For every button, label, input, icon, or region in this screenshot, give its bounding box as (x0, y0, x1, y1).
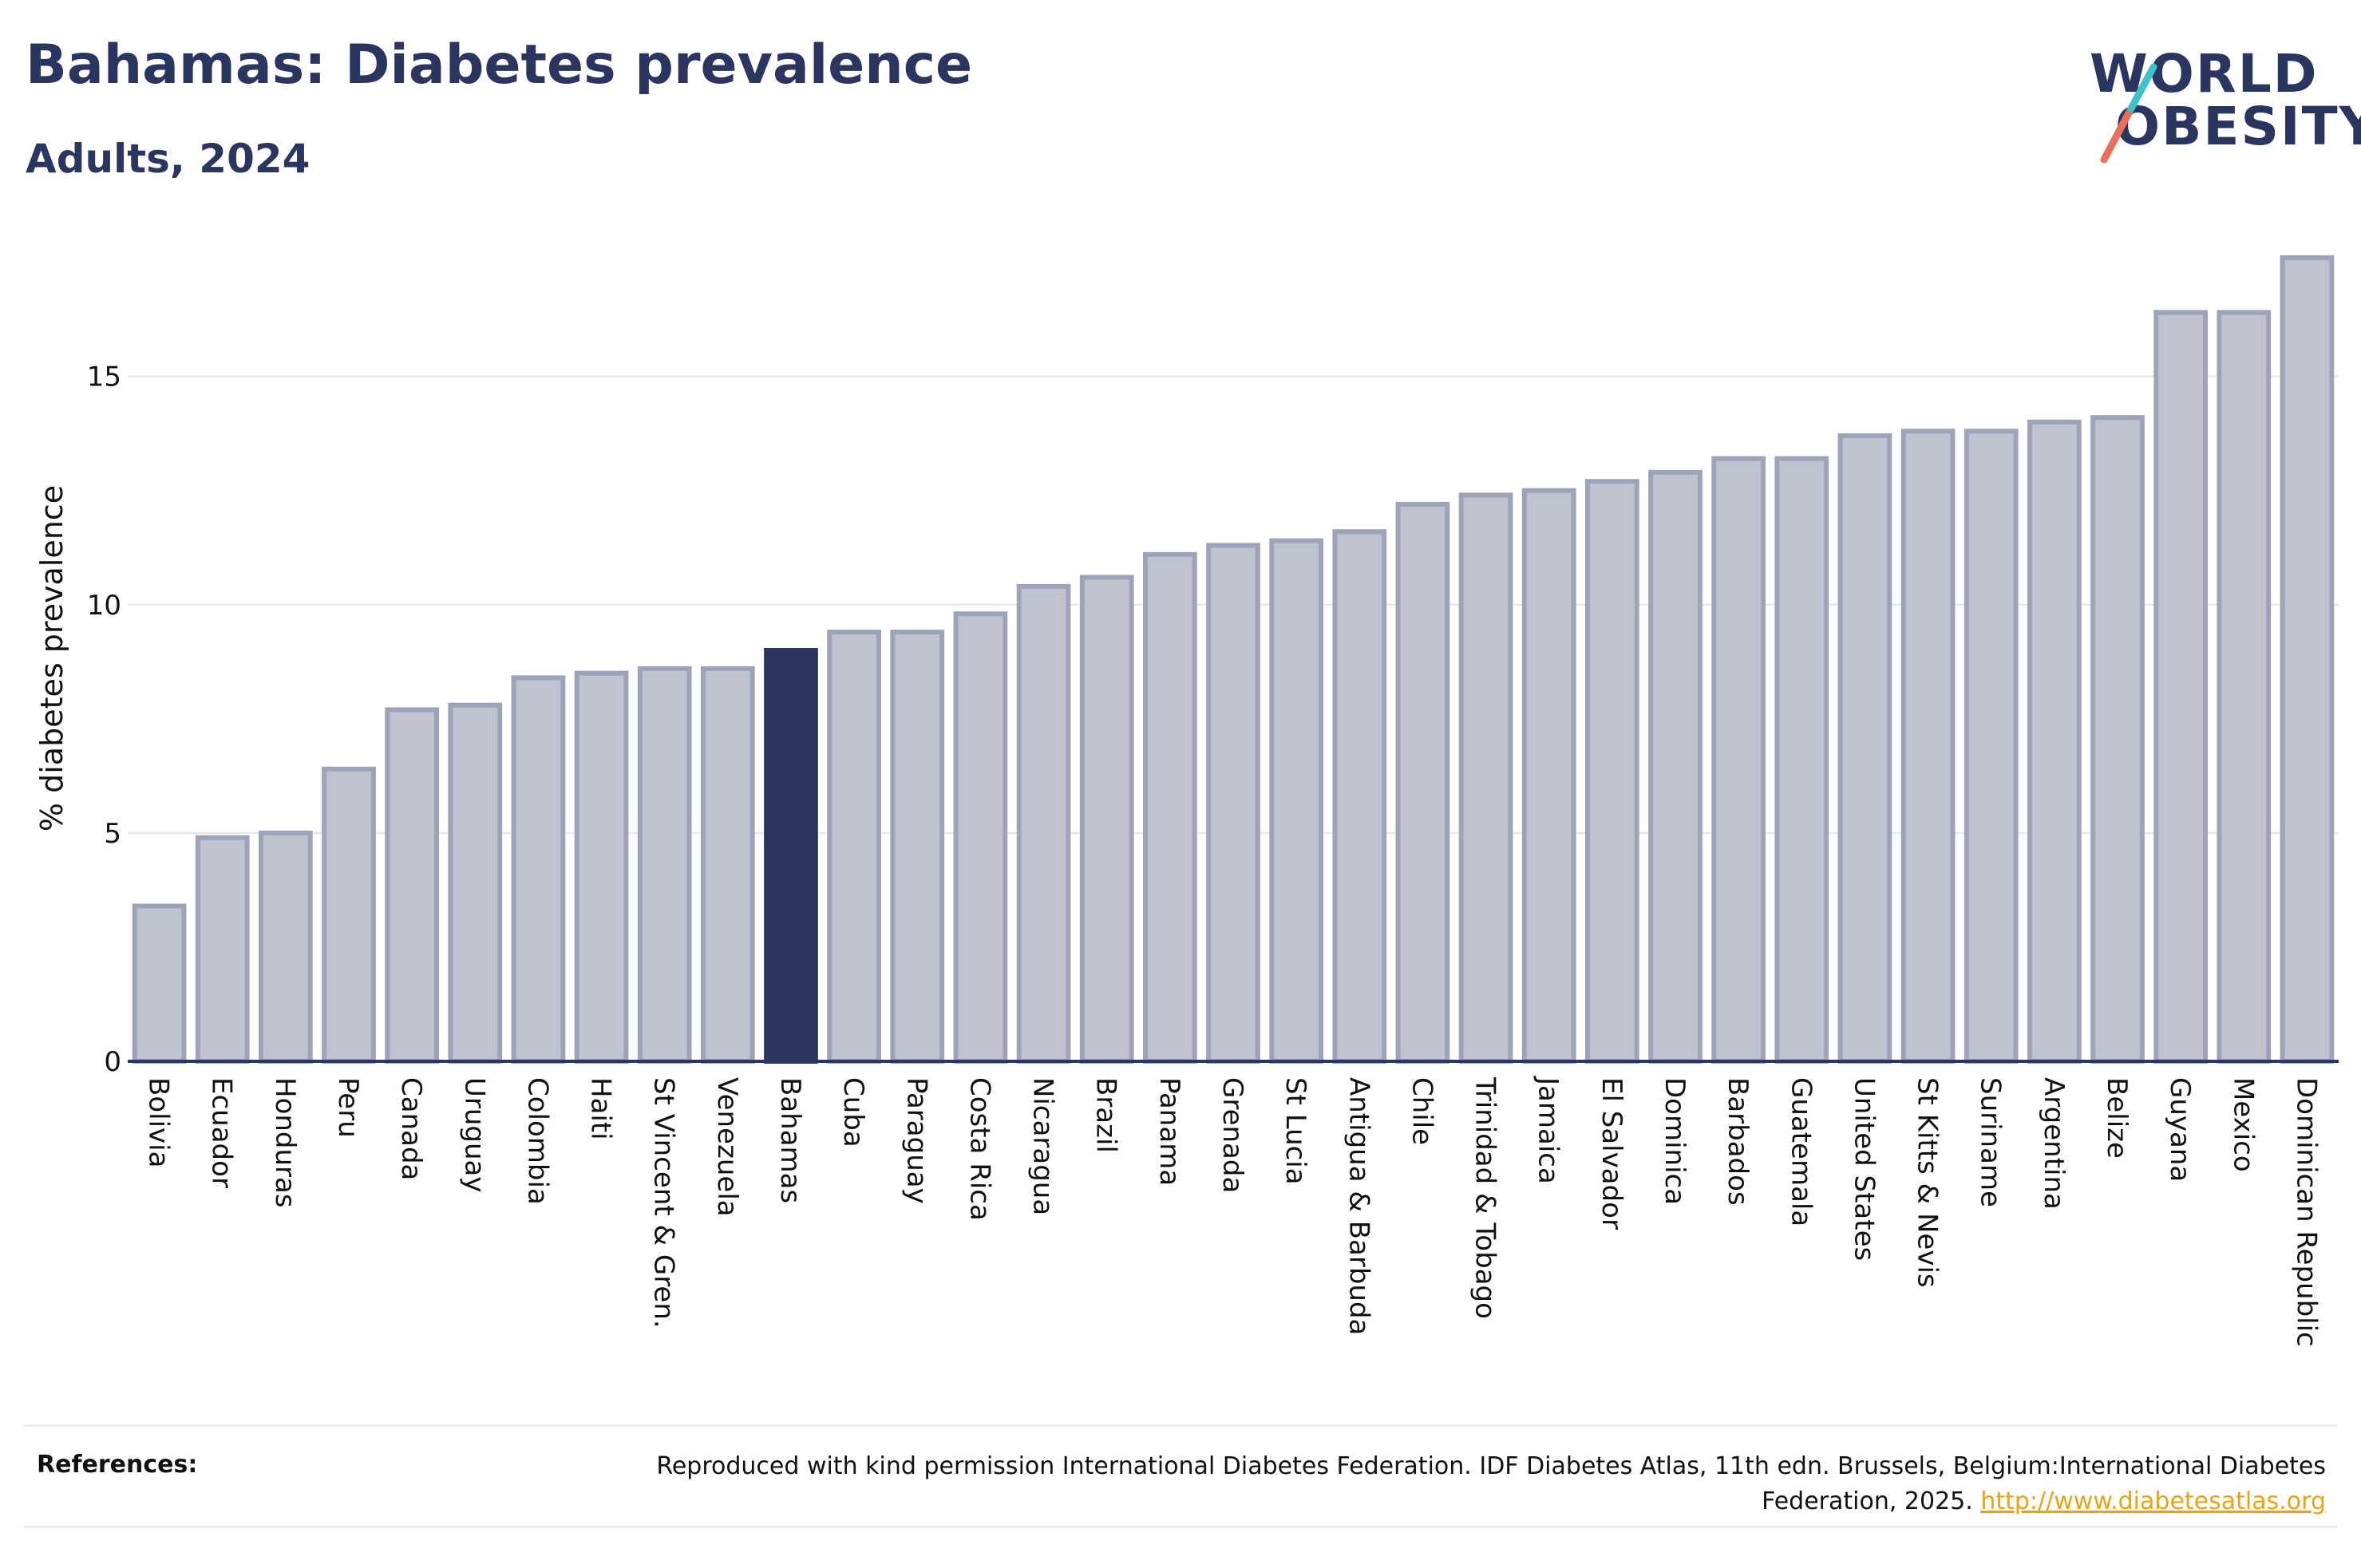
x-tick-label: Guyana (2164, 1077, 2196, 1182)
y-tick-label: 0 (104, 1046, 121, 1078)
bar (322, 766, 376, 1064)
x-tick-label: Guatemala (1785, 1077, 1817, 1226)
references-text-block: Reproduced with kind permission Internat… (570, 1449, 2326, 1519)
x-tick-label: Bolivia (143, 1077, 175, 1167)
bar-chart: 0 5 10 15 % diabetes prevalence Bolivia Ecuado… (34, 255, 2339, 1347)
x-tick-label: Grenada (1216, 1077, 1248, 1193)
x-tick-label: Mexico (2227, 1077, 2259, 1172)
x-tick-label: Haiti (585, 1077, 617, 1140)
bar (1395, 501, 1450, 1064)
y-axis-label: % diabetes prevalence (34, 485, 69, 831)
bar (258, 830, 313, 1064)
x-tick-label: Bahamas (774, 1077, 806, 1203)
x-tick-label: Chile (1406, 1077, 1438, 1145)
x-tick-label: St Kitts & Nevis (1912, 1077, 1944, 1288)
x-tick-label: Colombia (521, 1077, 553, 1205)
x-tick-label: Suriname (1975, 1077, 2007, 1207)
x-tick-label: Dominican Republic (2290, 1077, 2322, 1347)
x-tick-label: El Salvador (1596, 1077, 1627, 1230)
bar (132, 903, 187, 1064)
bar (827, 630, 882, 1064)
bar (1079, 575, 1134, 1064)
y-tick-label: 5 (104, 818, 121, 850)
x-tick-label: Jamaica (1532, 1076, 1564, 1184)
bar (953, 611, 1008, 1064)
x-tick-label: Antigua & Barbuda (1343, 1077, 1374, 1335)
x-tick-label: United States (1848, 1077, 1880, 1261)
bar (764, 648, 818, 1064)
bar (2090, 415, 2145, 1064)
x-tick-label: Canada (395, 1077, 427, 1180)
x-tick-label: Trinidad & Tobago (1469, 1076, 1501, 1319)
x-tick-label: Brazil (1090, 1077, 1122, 1153)
y-tick-label: 15 (87, 361, 121, 393)
bar (2217, 310, 2272, 1064)
bar (1016, 583, 1071, 1064)
x-tick-label: Ecuador (206, 1077, 238, 1188)
bar (2153, 310, 2209, 1064)
bar (1648, 469, 1703, 1064)
bar (1521, 488, 1576, 1064)
bar (1900, 429, 1956, 1064)
chart-subtitle: Adults, 2024 (26, 136, 310, 182)
bar (574, 670, 629, 1064)
x-tick-label: Costa Rica (963, 1077, 995, 1221)
bar (1269, 538, 1324, 1064)
world-obesity-logo: WORLD OBESITY (2075, 22, 2361, 174)
bar (1837, 433, 1892, 1064)
bar (1711, 456, 1766, 1064)
x-tick-label: Nicaragua (1027, 1077, 1059, 1215)
x-tick-label: St Lucia (1279, 1077, 1311, 1185)
bar (448, 702, 503, 1064)
x-tick-label: Barbados (1722, 1077, 1754, 1206)
x-tick-label: Venezuela (711, 1077, 743, 1217)
x-tick-label: Dominica (1659, 1077, 1691, 1205)
x-tick-label: St Vincent & Gren. (648, 1077, 680, 1329)
bar (195, 835, 250, 1064)
references-label: References: (37, 1451, 198, 1479)
bar (1332, 529, 1387, 1064)
bar (385, 707, 440, 1064)
y-tick-label: 10 (87, 590, 121, 622)
logo-line-1: WORLD (2090, 43, 2319, 105)
bar (1206, 543, 1260, 1064)
bar (637, 666, 692, 1064)
bar (1964, 429, 2019, 1064)
bar (1458, 492, 1513, 1064)
x-tick-label: Paraguay (900, 1077, 932, 1204)
bar (2027, 419, 2082, 1064)
x-tick-label: Uruguay (458, 1077, 490, 1193)
references-text: Reproduced with kind permission Internat… (656, 1452, 2326, 1515)
bar (1774, 456, 1829, 1064)
bar (1142, 551, 1197, 1064)
bar (2280, 255, 2335, 1064)
bar (1584, 479, 1639, 1064)
logo-slash-icon (2100, 63, 2157, 164)
bar (700, 666, 755, 1064)
chart-title: Bahamas: Diabetes prevalence (26, 34, 973, 97)
references-link[interactable]: http://www.diabetesatlas.org (1980, 1487, 2326, 1515)
x-tick-label: Cuba (837, 1077, 869, 1147)
x-tick-label: Panama (1153, 1077, 1185, 1186)
bar (890, 630, 945, 1064)
x-tick-label: Peru (332, 1077, 364, 1138)
logo-line-2: OBESITY (2115, 96, 2361, 157)
bar (511, 675, 566, 1064)
x-tick-label: Honduras (269, 1077, 301, 1208)
x-tick-label: Argentina (2038, 1077, 2070, 1210)
references-panel: References: Reproduced with kind permiss… (24, 1424, 2337, 1528)
x-tick-label: Belize (2101, 1077, 2133, 1159)
